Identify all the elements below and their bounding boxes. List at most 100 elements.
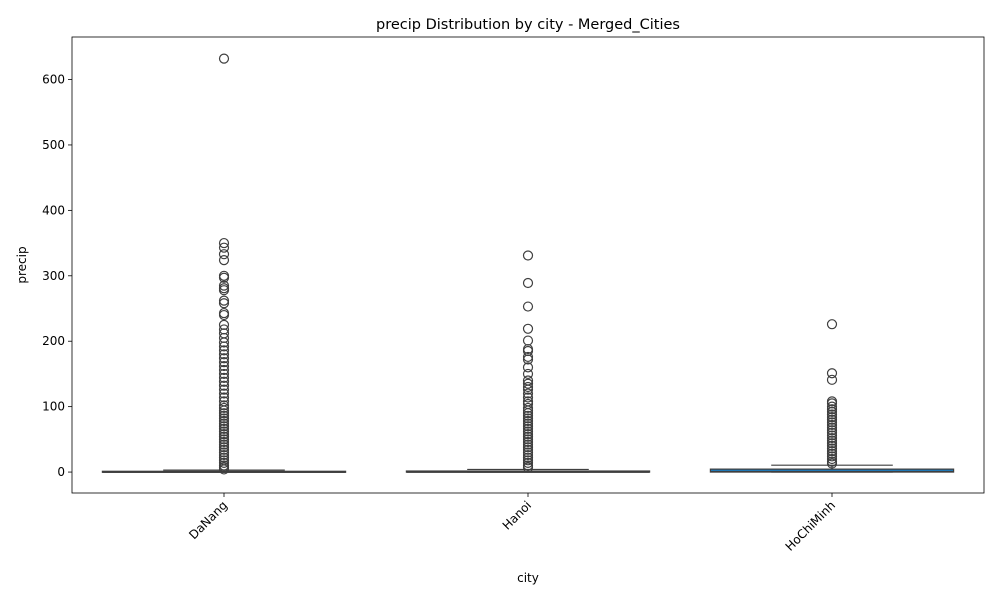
outlier-point	[522, 426, 534, 437]
outlier-point	[826, 412, 838, 423]
outlier-point	[522, 408, 534, 419]
outlier-point	[218, 376, 230, 387]
outlier-point	[522, 423, 534, 434]
y-axis: 0 100 200 300 400 500 600	[42, 73, 72, 479]
outlier-point	[826, 435, 838, 446]
outlier-point	[826, 406, 838, 417]
outlier-point	[218, 309, 230, 321]
outlier-point	[826, 432, 838, 444]
outlier-point	[218, 280, 230, 291]
outlier-point	[218, 442, 230, 453]
outlier-point	[522, 452, 534, 463]
outlier-point	[522, 439, 534, 450]
outlier-point	[218, 413, 230, 424]
outlier-point	[826, 425, 838, 436]
outlier-point	[218, 421, 230, 432]
box-DaNang	[101, 53, 347, 475]
outlier-point	[826, 404, 838, 415]
outlier-point	[218, 436, 230, 448]
y-tick-label: 0	[57, 465, 65, 479]
outlier-point	[522, 429, 534, 440]
outlier-point	[522, 431, 534, 442]
outlier-point	[826, 319, 838, 330]
y-tick-label: 100	[42, 400, 65, 414]
outlier-point	[826, 440, 838, 451]
outlier-point	[218, 402, 230, 414]
outlier-point	[218, 254, 230, 266]
outlier-point	[218, 368, 230, 380]
outlier-point	[522, 402, 534, 414]
outlier-point	[522, 418, 534, 429]
outlier-point	[826, 446, 838, 457]
outlier-point	[218, 237, 230, 249]
outlier-point	[522, 301, 534, 312]
outlier-point	[522, 323, 534, 334]
outlier-point	[218, 364, 230, 376]
outlier-point	[218, 345, 230, 356]
outlier-point	[826, 409, 838, 420]
outlier-point	[522, 405, 534, 416]
outlier-point	[522, 442, 534, 453]
outlier-point	[522, 392, 534, 403]
outlier-point	[218, 410, 230, 421]
outlier-point	[218, 384, 230, 395]
outlier-point	[218, 353, 230, 364]
outlier-point	[218, 285, 230, 296]
outlier-point	[218, 405, 230, 416]
outlier-point	[826, 448, 838, 459]
outlier-point	[218, 372, 230, 383]
y-tick-label: 200	[42, 334, 65, 348]
outlier-point	[218, 295, 230, 306]
outlier-point	[826, 417, 838, 428]
outlier-point	[522, 457, 534, 469]
outlier-point	[218, 464, 230, 475]
outlier-point	[826, 443, 838, 454]
outlier-point	[218, 418, 230, 429]
outlier-point	[522, 449, 534, 461]
outlier-point	[826, 451, 838, 462]
chart-title: precip Distribution by city - Merged_Cit…	[376, 17, 680, 33]
box-Hanoi	[405, 250, 651, 473]
outlier-point	[522, 362, 534, 373]
outlier-point	[218, 423, 230, 434]
outlier-point	[218, 439, 230, 450]
outlier-point	[218, 341, 230, 352]
outlier-point	[826, 430, 838, 441]
outlier-point	[826, 401, 838, 412]
outlier-point	[826, 453, 838, 465]
outlier-point	[826, 438, 838, 449]
outlier-point	[218, 249, 230, 260]
y-tick-label: 300	[42, 269, 65, 283]
outlier-point	[522, 381, 534, 393]
outlier-point	[522, 354, 534, 365]
outlier-point	[218, 426, 230, 437]
outlier-point	[218, 298, 230, 309]
outlier-point	[218, 242, 230, 253]
outlier-point	[522, 444, 534, 455]
outlier-point	[522, 455, 534, 466]
outlier-point	[522, 415, 534, 427]
outlier-point	[522, 447, 534, 458]
outlier-point	[826, 374, 838, 385]
outlier-point	[218, 337, 230, 348]
outlier-point	[218, 400, 230, 411]
outlier-point	[826, 427, 838, 438]
y-tick-label: 500	[42, 138, 65, 152]
outlier-point	[522, 378, 534, 389]
y-tick-label: 600	[42, 73, 65, 87]
outlier-point	[826, 419, 838, 431]
outlier-point	[218, 457, 230, 469]
outlier-point	[826, 422, 838, 433]
outlier-point	[218, 447, 230, 458]
outlier-point	[218, 431, 230, 442]
outlier-point	[522, 410, 534, 421]
outlier-point	[522, 384, 534, 395]
outlier-point	[522, 250, 534, 261]
x-axis-label: city	[517, 571, 539, 585]
outlier-point	[218, 360, 230, 372]
outlier-point	[522, 388, 534, 399]
outlier-point	[522, 421, 534, 432]
plot-area	[101, 53, 955, 475]
outlier-point	[826, 414, 838, 425]
